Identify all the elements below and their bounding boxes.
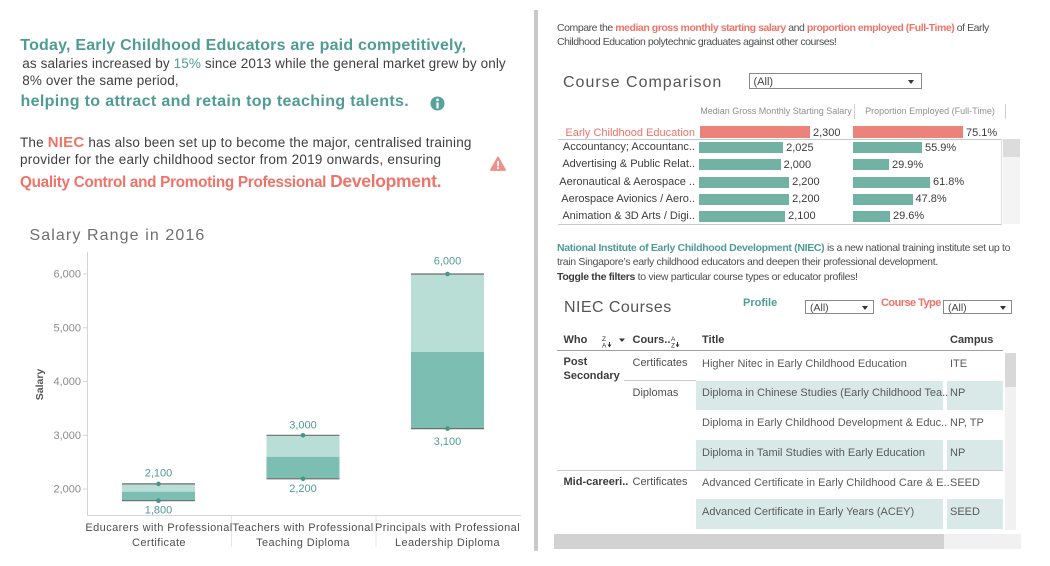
- svg-text:Salary Range in 2016: Salary Range in 2016: [30, 227, 206, 244]
- svg-text:6,000: 6,000: [434, 256, 462, 268]
- svg-text:2,100: 2,100: [145, 468, 173, 480]
- svg-text:1,800: 1,800: [145, 505, 173, 517]
- svg-text:3,000: 3,000: [289, 420, 317, 432]
- svg-text:5,000: 5,000: [53, 322, 81, 334]
- svg-text:Z: Z: [602, 336, 606, 343]
- svg-text:Salary: Salary: [34, 369, 46, 401]
- svg-text:Teaching Diploma: Teaching Diploma: [256, 537, 350, 549]
- svg-text:Teachers with Professional: Teachers with Professional: [232, 522, 373, 534]
- svg-text:2,000: 2,000: [53, 484, 81, 496]
- svg-text:A: A: [602, 343, 607, 349]
- svg-text:4,000: 4,000: [53, 376, 81, 388]
- svg-text:Leadership Diploma: Leadership Diploma: [395, 537, 501, 549]
- svg-text:A: A: [671, 336, 676, 343]
- svg-text:2,200: 2,200: [289, 483, 317, 495]
- svg-text:Z: Z: [671, 343, 675, 349]
- svg-text:Principals with Professional: Principals with Professional: [375, 522, 520, 534]
- svg-text:6,000: 6,000: [53, 269, 81, 281]
- svg-text:3,000: 3,000: [53, 430, 81, 442]
- svg-text:Educarers with Professional: Educarers with Professional: [85, 522, 232, 534]
- svg-text:Certificate: Certificate: [132, 537, 186, 549]
- svg-text:3,100: 3,100: [434, 436, 462, 448]
